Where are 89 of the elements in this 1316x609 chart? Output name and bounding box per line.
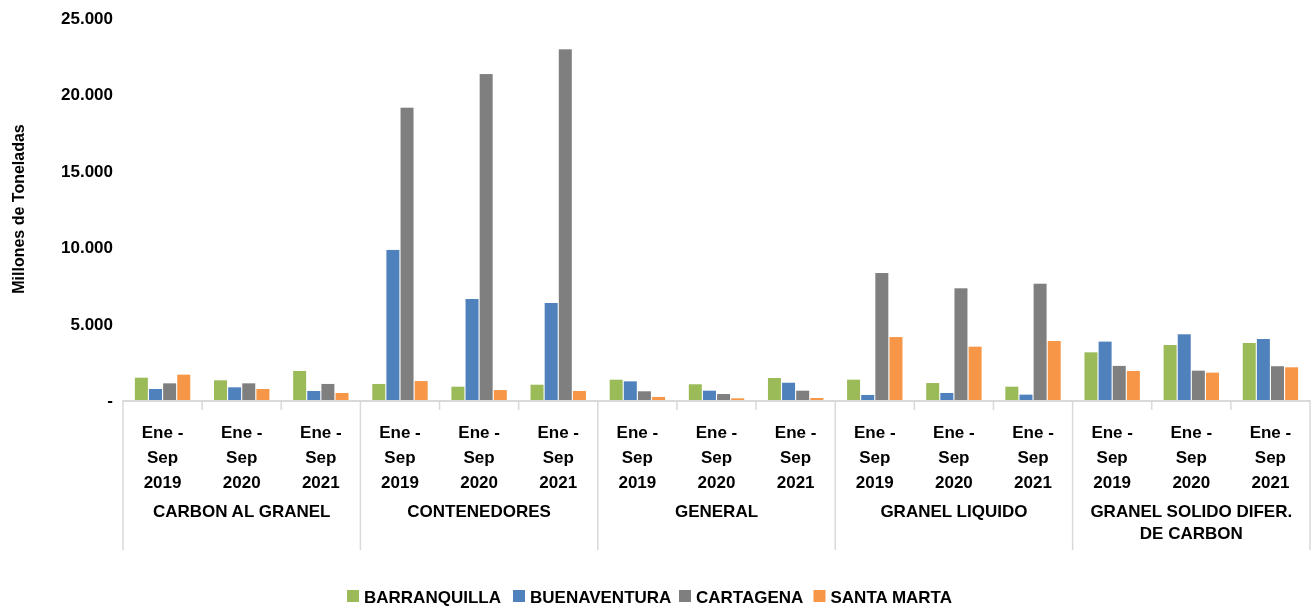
bar [796, 390, 810, 400]
bar [609, 379, 623, 400]
x-tick-label: Ene - Sep 2019 [1091, 422, 1133, 492]
bar [1285, 367, 1299, 400]
bar [847, 379, 861, 400]
bar [688, 384, 702, 400]
text: GRANEL SOLIDO DIFER. DE CARBON [1090, 501, 1293, 543]
bar [767, 378, 781, 400]
bar [530, 384, 544, 400]
bar [1033, 283, 1047, 400]
bar [1005, 386, 1019, 400]
bar [1047, 341, 1061, 400]
bar [214, 380, 227, 400]
bar [372, 383, 386, 400]
bar [386, 249, 400, 400]
bar [702, 390, 716, 400]
bar [479, 74, 493, 400]
bar [889, 337, 903, 400]
y-axis-title: Millones de Toneladas [10, 124, 27, 294]
x-tick-label: Ene - Sep 2020 [695, 422, 738, 492]
legend-label: BUENAVENTURA [530, 587, 672, 607]
x-tick-label: Ene - Sep 2021 [537, 422, 580, 492]
bar [1191, 370, 1205, 400]
bar [149, 389, 162, 400]
x-tick-label: Ene - Sep 2021 [1012, 422, 1054, 492]
bar [861, 394, 875, 400]
bar [307, 390, 321, 400]
x-tick-label: Ene - Sep 2020 [1170, 422, 1213, 492]
bar [1256, 339, 1270, 400]
text: GRANEL LIQUIDO [880, 501, 1028, 521]
bar [1206, 372, 1219, 400]
legend-label: SANTA MARTA [830, 587, 952, 607]
bar [451, 386, 465, 400]
bar [544, 302, 558, 400]
bar [293, 370, 307, 400]
y-tick-label: 10.000 [61, 238, 113, 258]
bar [242, 383, 256, 400]
bar [256, 389, 270, 400]
bar [572, 390, 586, 400]
x-tick-label: Ene - Sep 2019 [853, 422, 896, 492]
text: GENERAL [674, 501, 759, 521]
bar [1084, 352, 1098, 400]
x-tick-label: Ene - Sep 2020 [933, 422, 975, 492]
bar [414, 381, 428, 400]
text: CONTENEDORES [407, 501, 551, 521]
bar [1112, 365, 1126, 400]
bar [1163, 344, 1177, 400]
text: CARBON AL GRANEL [152, 501, 331, 521]
y-tick-label: 25.000 [61, 8, 113, 28]
bar [782, 382, 796, 400]
bar [558, 49, 572, 400]
bar [134, 377, 148, 400]
bar [1098, 341, 1112, 400]
bar [228, 387, 242, 400]
bar [1126, 370, 1140, 400]
x-tick-label: Ene - Sep 2021 [1249, 422, 1292, 492]
bar [637, 391, 651, 400]
legend-label: BARRANQUILLA [364, 587, 501, 607]
bar [177, 374, 191, 400]
bar [465, 299, 479, 400]
bar [493, 390, 507, 400]
bar [163, 383, 177, 400]
bar [1242, 343, 1256, 400]
x-tick-label: Ene - Sep 2021 [774, 422, 817, 492]
bar [954, 288, 968, 400]
bar [1019, 394, 1033, 400]
x-tick-label: Ene - Sep 2020 [220, 422, 263, 492]
bar [1177, 334, 1191, 400]
bar [335, 392, 349, 400]
legend-label: CARTAGENA [696, 587, 804, 607]
x-tick-label: Ene - Sep 2019 [141, 422, 184, 492]
bar [652, 396, 666, 400]
bar [968, 346, 982, 400]
x-tick-label: Ene - Sep 2019 [616, 422, 659, 492]
bar [321, 383, 335, 400]
bar [1271, 366, 1284, 400]
y-tick-label: 5.000 [70, 314, 113, 334]
bar [717, 394, 731, 400]
y-tick-label: - [107, 390, 113, 410]
y-tick-label: 20.000 [61, 85, 113, 105]
x-tick-label: Ene - Sep 2019 [379, 422, 421, 492]
bar [875, 273, 889, 400]
y-tick-label: 15.000 [61, 161, 113, 181]
bar [400, 107, 414, 400]
x-tick-label: Ene - Sep 2020 [458, 422, 500, 492]
bar [926, 383, 940, 400]
x-tick-label: Ene - Sep 2021 [300, 422, 342, 492]
bar [623, 381, 637, 400]
bar [940, 392, 954, 400]
